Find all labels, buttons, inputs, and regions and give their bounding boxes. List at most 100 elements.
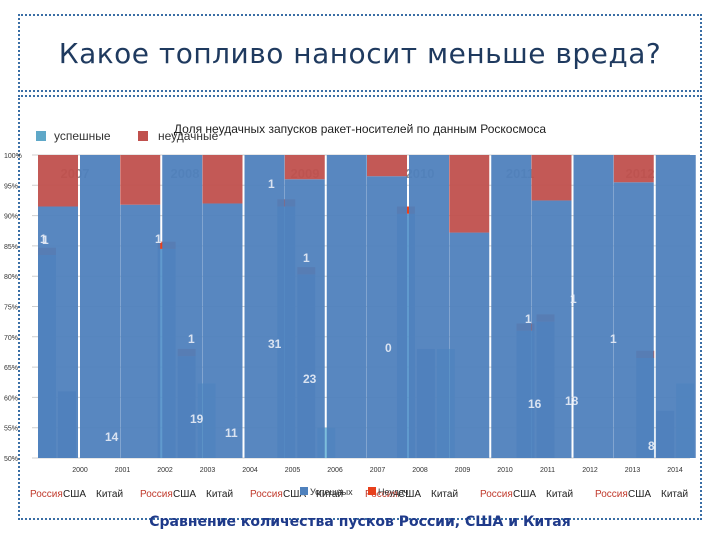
data-label: 8 [648, 439, 655, 453]
country-label: США [513, 489, 536, 500]
success-bar [531, 200, 572, 458]
x-tick-label: 2005 [285, 467, 301, 474]
country-label: Россия [365, 489, 398, 500]
success-bar [162, 155, 203, 458]
y-tick-label: 90% [4, 214, 18, 221]
chart-frame [18, 95, 702, 520]
success-bar [409, 155, 449, 458]
data-label: 18 [565, 394, 579, 408]
success-bar [449, 232, 490, 458]
country-label: Россия [250, 489, 283, 500]
x-tick-label: 2013 [625, 467, 641, 474]
country-label: Китай [661, 489, 688, 500]
failure-bar [284, 155, 325, 180]
y-tick-label: 85% [4, 244, 18, 251]
success-bar [491, 155, 532, 458]
success-bar [326, 155, 367, 458]
failure-bar [38, 155, 78, 207]
data-label: 0 [385, 341, 392, 355]
legend-swatch-failure [138, 131, 148, 141]
legend-label-success: успешные [54, 129, 111, 143]
x-tick-label: 2011 [540, 467, 555, 474]
country-label: США [63, 489, 86, 500]
data-label: 1 [303, 251, 310, 265]
failure-bar [613, 155, 654, 183]
success-bar [120, 204, 161, 458]
data-label: 1 [610, 332, 617, 346]
country-label: США [628, 489, 651, 500]
country-label: Китай [546, 489, 573, 500]
country-label: Китай [431, 489, 458, 500]
x-tick-label: 2003 [200, 467, 216, 474]
failure-bar [120, 155, 161, 205]
chart-title: Доля неудачных запусков ракет-носителей … [174, 122, 546, 136]
success-bar [613, 182, 654, 458]
x-tick-label: 2000 [72, 467, 88, 474]
data-label: 14 [105, 430, 119, 444]
country-label: Китай [206, 489, 233, 500]
legend-swatch-success [36, 131, 46, 141]
slide-title: Какое топливо наносит меньше вреда? [58, 36, 662, 70]
x-tick-label: 2014 [667, 467, 683, 474]
y-tick-label: 75% [4, 305, 18, 312]
country-label: Китай [96, 489, 123, 500]
data-label: 1 [40, 232, 47, 246]
x-tick-label: 2008 [412, 467, 428, 474]
data-label: 1 [268, 177, 275, 191]
data-label: 1 [525, 312, 532, 326]
x-tick-label: 2001 [115, 467, 131, 474]
data-label: 1 [155, 232, 162, 246]
data-label: 1 [570, 292, 577, 306]
country-label: США [398, 489, 421, 500]
y-tick-label: 80% [4, 274, 18, 281]
footer-caption: Сравнение количества пусков России, США … [149, 514, 571, 530]
data-label: 11 [225, 426, 238, 440]
success-bar [80, 155, 120, 458]
failure-bar [367, 155, 407, 177]
success-bar [367, 176, 407, 458]
failure-bar [202, 155, 243, 204]
slide-title-box: Какое топливо наносит меньше вреда? [18, 14, 702, 92]
y-tick-label: 65% [4, 365, 18, 372]
data-label: 19 [190, 412, 204, 426]
country-label: Россия [595, 489, 628, 500]
legend2-swatch-failure [368, 487, 376, 495]
y-tick-label: 55% [4, 426, 18, 433]
legend2-label-success: Успешных [310, 487, 353, 497]
success-bar [38, 206, 78, 458]
failure-bar [531, 155, 572, 201]
y-tick-label: 60% [4, 395, 18, 402]
x-tick-label: 2009 [455, 467, 471, 474]
x-tick-label: 2007 [370, 467, 386, 474]
x-tick-label: 2010 [497, 467, 513, 474]
success-bar [202, 203, 243, 458]
country-label: США [173, 489, 196, 500]
y-tick-label: 70% [4, 335, 18, 342]
legend2-label-failure: Неудач [378, 487, 409, 497]
country-label: США [283, 489, 306, 500]
country-label: Россия [140, 489, 173, 500]
failure-bar [449, 155, 490, 233]
success-bar [284, 179, 325, 459]
country-label: Китай [316, 489, 343, 500]
y-tick-label: 95% [4, 183, 18, 190]
legend-label-failure: неудачные [158, 129, 219, 143]
data-label: 23 [303, 372, 317, 386]
country-label: Россия [480, 489, 513, 500]
x-tick-label: 2012 [582, 467, 598, 474]
success-bar [655, 155, 696, 458]
data-label: 31 [268, 337, 282, 351]
data-label: 1 [188, 332, 195, 346]
x-tick-label: 2002 [157, 467, 173, 474]
country-label: Россия [30, 489, 63, 500]
y-tick-label: 50% [4, 456, 18, 463]
data-label: 1 [42, 233, 49, 247]
x-tick-label: 2006 [327, 467, 343, 474]
success-bar [573, 155, 614, 458]
data-label: 16 [528, 397, 542, 411]
x-tick-label: 2004 [242, 467, 258, 474]
success-bar [244, 155, 285, 458]
y-tick-label: 100% [4, 153, 22, 160]
legend2-swatch-success [300, 487, 308, 495]
